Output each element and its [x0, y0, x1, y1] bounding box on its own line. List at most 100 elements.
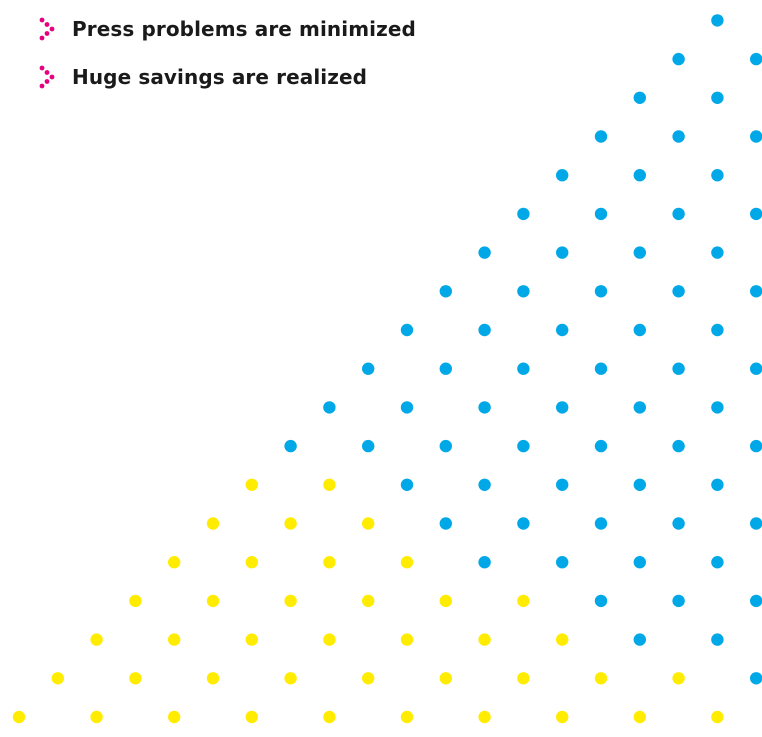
yellow-dot — [401, 633, 413, 645]
cyan-dot — [750, 53, 762, 65]
yellow-dot — [440, 672, 452, 684]
yellow-dot — [362, 595, 374, 607]
yellow-dot — [517, 672, 529, 684]
cyan-dot — [362, 440, 374, 452]
cyan-dot — [634, 246, 646, 258]
cyan-dot — [517, 440, 529, 452]
cyan-dot — [595, 130, 607, 142]
yellow-dot — [362, 672, 374, 684]
cyan-dot — [634, 324, 646, 336]
yellow-dot — [129, 672, 141, 684]
cyan-dot — [672, 130, 684, 142]
yellow-dot — [556, 711, 568, 723]
cyan-dot — [672, 595, 684, 607]
cyan-dot — [478, 479, 490, 491]
cyan-dot — [595, 517, 607, 529]
cyan-dot — [750, 517, 762, 529]
yellow-dot — [246, 711, 258, 723]
cyan-dot — [711, 556, 723, 568]
yellow-dot — [284, 595, 296, 607]
cyan-dot — [556, 556, 568, 568]
cyan-dot — [750, 595, 762, 607]
yellow-dot — [440, 595, 452, 607]
yellow-dot — [52, 672, 64, 684]
cyan-dot — [556, 479, 568, 491]
cyan-dot — [556, 324, 568, 336]
yellow-dot — [129, 595, 141, 607]
yellow-dot — [362, 517, 374, 529]
cyan-dot — [517, 285, 529, 297]
cyan-dot — [711, 633, 723, 645]
cyan-dot — [634, 479, 646, 491]
cyan-dot — [401, 479, 413, 491]
yellow-dot — [634, 711, 646, 723]
cyan-dot — [634, 633, 646, 645]
yellow-dot — [556, 633, 568, 645]
cyan-dot — [401, 324, 413, 336]
yellow-dot — [207, 595, 219, 607]
cyan-dot — [711, 14, 723, 26]
cyan-dot — [711, 324, 723, 336]
cyan-dot — [750, 363, 762, 375]
cyan-dot — [323, 401, 335, 413]
cyan-dot — [672, 285, 684, 297]
cyan-dot — [672, 53, 684, 65]
yellow-dot — [672, 672, 684, 684]
cyan-dot — [362, 363, 374, 375]
cyan-dot — [750, 285, 762, 297]
yellow-dot — [284, 672, 296, 684]
yellow-dot — [207, 517, 219, 529]
yellow-dot — [711, 711, 723, 723]
yellow-dot — [323, 479, 335, 491]
yellow-dot — [168, 711, 180, 723]
yellow-dot — [168, 556, 180, 568]
cyan-dot — [634, 556, 646, 568]
yellow-dot — [323, 633, 335, 645]
cyan-dot — [595, 595, 607, 607]
cyan-dot — [750, 672, 762, 684]
cyan-dot — [634, 401, 646, 413]
cyan-dot — [595, 208, 607, 220]
cyan-dot — [672, 208, 684, 220]
cyan-dot — [517, 517, 529, 529]
cyan-dot — [711, 92, 723, 104]
cyan-dot — [440, 285, 452, 297]
cyan-dot — [556, 246, 568, 258]
yellow-dot — [595, 672, 607, 684]
cyan-dot — [750, 130, 762, 142]
yellow-dot — [401, 711, 413, 723]
cyan-dot — [401, 401, 413, 413]
cyan-dot — [750, 208, 762, 220]
cyan-dot — [284, 440, 296, 452]
cyan-dot — [634, 92, 646, 104]
cyan-dot — [595, 285, 607, 297]
cyan-dot — [440, 440, 452, 452]
yellow-dot — [284, 517, 296, 529]
yellow-dot — [517, 595, 529, 607]
cyan-dot — [440, 517, 452, 529]
cyan-dot — [711, 401, 723, 413]
yellow-dot — [168, 633, 180, 645]
cyan-dot — [440, 363, 452, 375]
yellow-dot — [246, 633, 258, 645]
yellow-dot — [90, 633, 102, 645]
cyan-dot — [478, 324, 490, 336]
cyan-dot — [711, 479, 723, 491]
yellow-dot — [478, 711, 490, 723]
cyan-dot — [672, 440, 684, 452]
cyan-dot — [750, 440, 762, 452]
cyan-dot — [634, 169, 646, 181]
cyan-dot — [595, 363, 607, 375]
cyan-dot — [478, 556, 490, 568]
cyan-dot — [556, 169, 568, 181]
cyan-dot — [478, 401, 490, 413]
cyan-dot — [478, 246, 490, 258]
yellow-dot — [13, 711, 25, 723]
yellow-dot — [323, 556, 335, 568]
cyan-dot — [672, 363, 684, 375]
yellow-dot — [478, 633, 490, 645]
yellow-dot — [207, 672, 219, 684]
cyan-dot — [595, 440, 607, 452]
yellow-dot — [323, 711, 335, 723]
